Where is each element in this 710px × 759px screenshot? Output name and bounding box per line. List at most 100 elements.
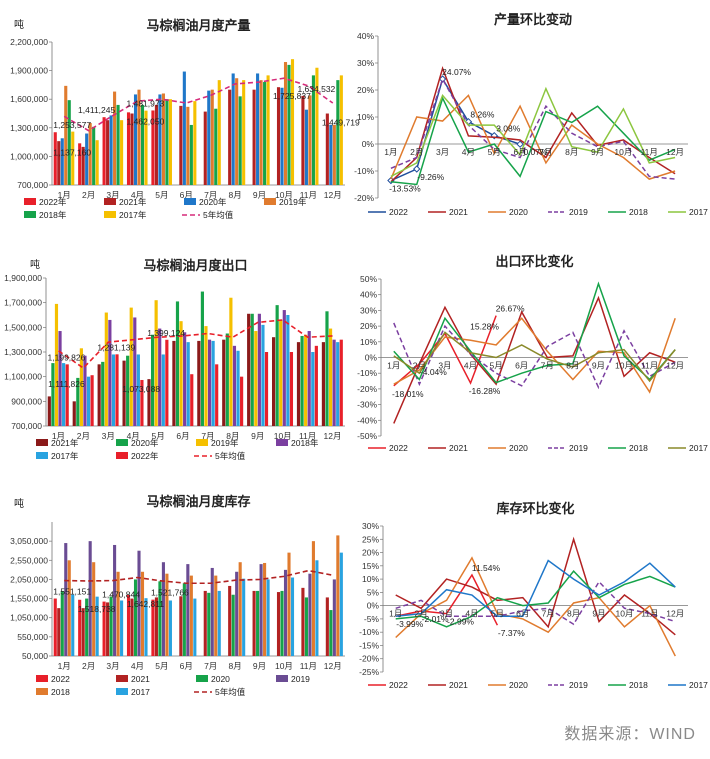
- y-tick-label: 20%: [360, 321, 377, 331]
- data-label: 1,199,826: [48, 352, 86, 362]
- bar-2018: [336, 535, 340, 656]
- y-tick-label: 3,050,000: [10, 536, 48, 546]
- x-tick-label: 3月: [436, 147, 449, 157]
- x-tick-label: 1月: [52, 431, 65, 441]
- bar-2018年: [133, 317, 137, 426]
- bar-2019: [113, 544, 117, 656]
- bar-2020年: [158, 94, 162, 185]
- y-tick-label: 1,000,000: [10, 151, 48, 161]
- bar-2019年: [308, 95, 312, 185]
- x-tick-label: 4月: [465, 609, 478, 619]
- legend-label: 2021: [449, 207, 468, 217]
- y-tick-label: 1,900,000: [4, 273, 42, 283]
- data-label: 1,462,050: [127, 116, 165, 126]
- y-tick-label: 25%: [362, 534, 379, 544]
- y-tick-label: -40%: [357, 415, 377, 425]
- bar-2018年: [257, 313, 261, 426]
- bar-2021年: [222, 339, 226, 426]
- y-tick-label: 550,000: [17, 632, 48, 642]
- x-tick-label: 11月: [300, 190, 317, 200]
- bar-2021: [228, 585, 232, 656]
- x-tick-label: 12月: [324, 661, 342, 671]
- y-tick-label: 0%: [362, 139, 375, 149]
- x-tick-label: 1月: [58, 661, 71, 671]
- data-label: -9.26%: [417, 172, 444, 182]
- x-tick-label: 3月: [438, 361, 451, 371]
- x-tick-label: 6月: [513, 147, 526, 157]
- x-tick-label: 11月: [300, 661, 317, 671]
- bar-2017: [193, 598, 197, 656]
- bar-2021: [154, 597, 158, 656]
- bar-2019年: [137, 89, 141, 185]
- series-line-2019: [395, 580, 676, 626]
- x-tick-label: 7月: [201, 431, 214, 441]
- series-line-2020: [390, 94, 676, 180]
- bar-2018年: [282, 310, 286, 426]
- data-label: 1,518,738: [78, 604, 116, 614]
- chart-6: 库存环比变化 -25% -20% -15% -10% -5% 0% 5% 10% 15% 20% 25…: [359, 501, 708, 690]
- bar-2019年: [304, 334, 308, 426]
- y-tick-label: 5%: [367, 587, 380, 597]
- bar-2018: [116, 571, 120, 656]
- legend-swatch: [116, 675, 128, 682]
- bar-2017年: [120, 120, 124, 185]
- legend-label: 2019年: [279, 197, 307, 207]
- legend-label: 2021: [449, 680, 468, 690]
- y-tick-label: 1,100,000: [4, 372, 42, 382]
- legend-swatch: [36, 439, 48, 446]
- bar-2017年: [136, 354, 140, 426]
- bar-2017: [144, 598, 148, 656]
- bar-2017年: [186, 342, 190, 426]
- bar-2022年: [126, 112, 131, 185]
- legend-label: 2021: [131, 674, 150, 684]
- x-tick-label: 4月: [127, 431, 140, 441]
- y-axis-label: 吨: [30, 258, 40, 271]
- y-tick-label: 0%: [367, 601, 380, 611]
- bar-2019年: [279, 319, 283, 426]
- chart-5: 马棕榈油月度库存 吨 50,000 550,000 1,050,000 1,550,000…: [10, 494, 345, 697]
- bar-2019年: [229, 297, 233, 426]
- bar-2021年: [72, 401, 76, 426]
- bar-2017年: [315, 67, 319, 185]
- data-label: 1,470,844: [102, 590, 140, 600]
- bar-2019年: [328, 328, 333, 426]
- data-label: -2.99%: [447, 617, 474, 627]
- bar-2020: [133, 579, 138, 656]
- x-tick-label: 6月: [176, 431, 189, 441]
- bar-2017: [242, 578, 246, 656]
- bar-2017年: [211, 340, 215, 426]
- bar-2018: [238, 562, 242, 656]
- legend-label: 2017: [689, 680, 708, 690]
- chart-3: 马棕榈油月度出口 吨 700,000 900,000 1,100,000 1,300,00…: [4, 258, 345, 461]
- bar-2022年: [115, 354, 119, 426]
- bar-2019年: [54, 303, 59, 426]
- x-tick-label: 1月: [58, 190, 71, 200]
- legend-swatch: [184, 198, 196, 205]
- bar-2017年: [95, 140, 99, 185]
- bar-2018年: [183, 332, 187, 426]
- bar-2018: [92, 562, 96, 656]
- bar-2018年: [336, 80, 340, 185]
- x-tick-label: 8月: [566, 361, 579, 371]
- bar-2018年: [158, 328, 162, 426]
- y-tick-label: 50,000: [22, 651, 48, 661]
- bar-2019: [283, 569, 288, 656]
- bar-2020年: [231, 73, 235, 185]
- bar-2021年: [271, 337, 276, 426]
- bar-2017年: [111, 354, 116, 426]
- bar-2020: [60, 590, 64, 656]
- bar-2020年: [51, 363, 55, 426]
- x-tick-label: 8月: [567, 609, 580, 619]
- bar-2019年: [64, 85, 68, 185]
- bar-2022年: [215, 364, 219, 426]
- x-tick-label: 8月: [565, 147, 578, 157]
- bar-2018: [287, 552, 291, 656]
- chart-title: 出口环比变化: [495, 254, 573, 269]
- bar-2017: [217, 590, 221, 656]
- bar-2021年: [47, 396, 51, 426]
- bar-2021年: [81, 146, 85, 185]
- x-tick-label: 8月: [226, 431, 239, 441]
- y-tick-label: 40%: [357, 31, 374, 41]
- legend-swatch: [36, 452, 48, 459]
